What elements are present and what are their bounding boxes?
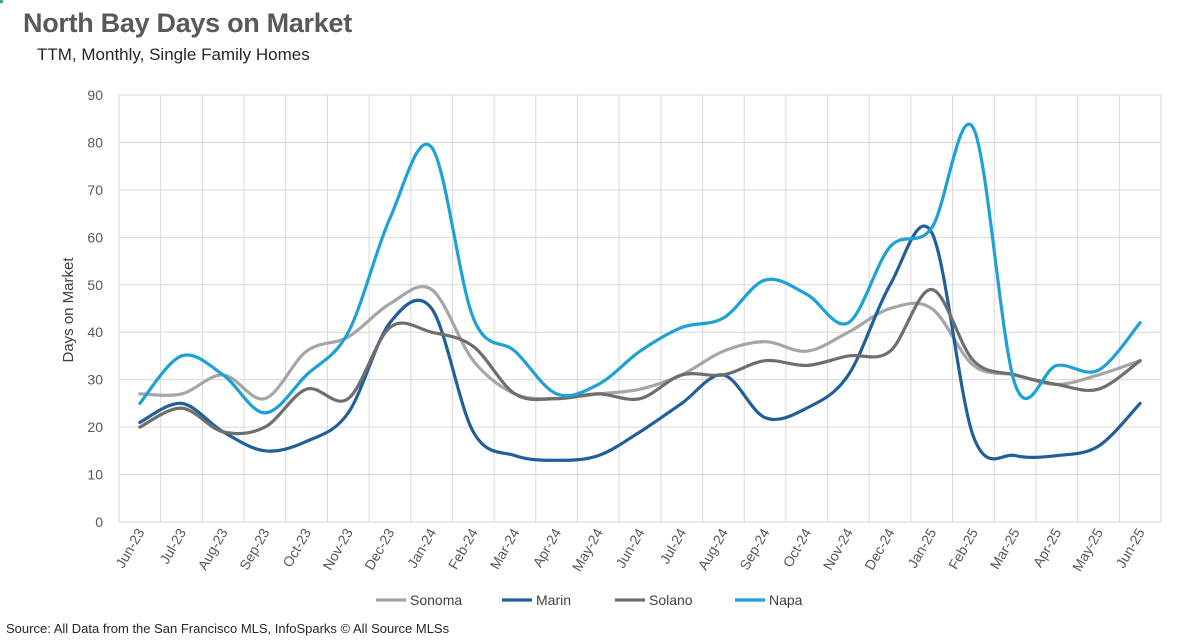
- y-tick-label: 80: [87, 134, 103, 150]
- legend-label-marin: Marin: [536, 592, 571, 608]
- x-tick-label: Nov-24: [820, 525, 857, 572]
- y-axis-ticks: 0 10 20 30 40 50 60 70 80 90: [87, 87, 103, 530]
- y-axis-label: Days on Market: [60, 257, 77, 363]
- legend-label-napa: Napa: [769, 592, 803, 608]
- y-tick-label: 40: [87, 324, 103, 340]
- x-tick-label: Aug-24: [695, 525, 732, 572]
- x-tick-label: Aug-23: [194, 525, 231, 572]
- x-tick-label: Jul-24: [656, 525, 689, 566]
- corner-mark: [0, 0, 3, 3]
- x-axis-ticks: Jun-23 Jul-23 Aug-23 Sep-23 Oct-23 Nov-23 Dec-…: [112, 525, 1148, 574]
- y-tick-label: 30: [87, 372, 103, 388]
- x-tick-label: May-25: [1069, 525, 1106, 574]
- x-tick-label: Apr-25: [1030, 525, 1065, 570]
- y-tick-label: 0: [95, 514, 103, 530]
- legend-label-sonoma: Sonoma: [410, 592, 462, 608]
- x-tick-label: Nov-23: [319, 525, 356, 572]
- series-line-solano: [138, 287, 1142, 436]
- x-tick-label: Oct-24: [779, 525, 814, 570]
- x-tick-label: Mar-25: [987, 525, 1023, 572]
- legend-label-solano: Solano: [649, 592, 693, 608]
- series-line-napa: [138, 122, 1142, 415]
- source-note: Source: All Data from the San Francisco …: [6, 621, 450, 636]
- series-lines: [138, 122, 1142, 462]
- x-tick-label: Jan-25: [904, 525, 939, 570]
- y-tick-label: 10: [87, 467, 103, 483]
- y-tick-label: 70: [87, 182, 103, 198]
- y-tick-label: 60: [87, 229, 103, 245]
- x-tick-label: Feb-24: [445, 525, 481, 572]
- vertical-gridlines: [118, 95, 1162, 522]
- x-tick-label: Apr-24: [529, 525, 564, 570]
- x-tick-label: Sep-23: [236, 525, 273, 572]
- x-tick-label: Jun-23: [112, 525, 147, 570]
- legend: Sonoma Marin Solano Napa: [376, 592, 803, 608]
- x-tick-label: Mar-24: [487, 525, 523, 572]
- x-tick-label: Dec-24: [861, 525, 898, 572]
- x-tick-label: Feb-25: [945, 525, 981, 572]
- series-line-sonoma: [138, 285, 1142, 401]
- x-tick-label: Oct-23: [279, 525, 314, 570]
- chart-subtitle: TTM, Monthly, Single Family Homes: [37, 45, 310, 64]
- x-tick-label: Jun-24: [612, 525, 647, 570]
- y-tick-label: 50: [87, 277, 103, 293]
- x-tick-label: Jan-24: [404, 525, 439, 570]
- y-tick-label: 20: [87, 419, 103, 435]
- x-tick-label: Sep-24: [736, 525, 773, 572]
- x-tick-label: Jun-25: [1112, 525, 1147, 570]
- chart-title: North Bay Days on Market: [23, 8, 352, 38]
- y-tick-label: 90: [87, 87, 103, 103]
- x-tick-label: Dec-23: [361, 525, 398, 572]
- x-tick-label: May-24: [569, 525, 606, 574]
- series-line-marin: [138, 224, 1142, 462]
- x-tick-label: Jul-23: [156, 525, 189, 566]
